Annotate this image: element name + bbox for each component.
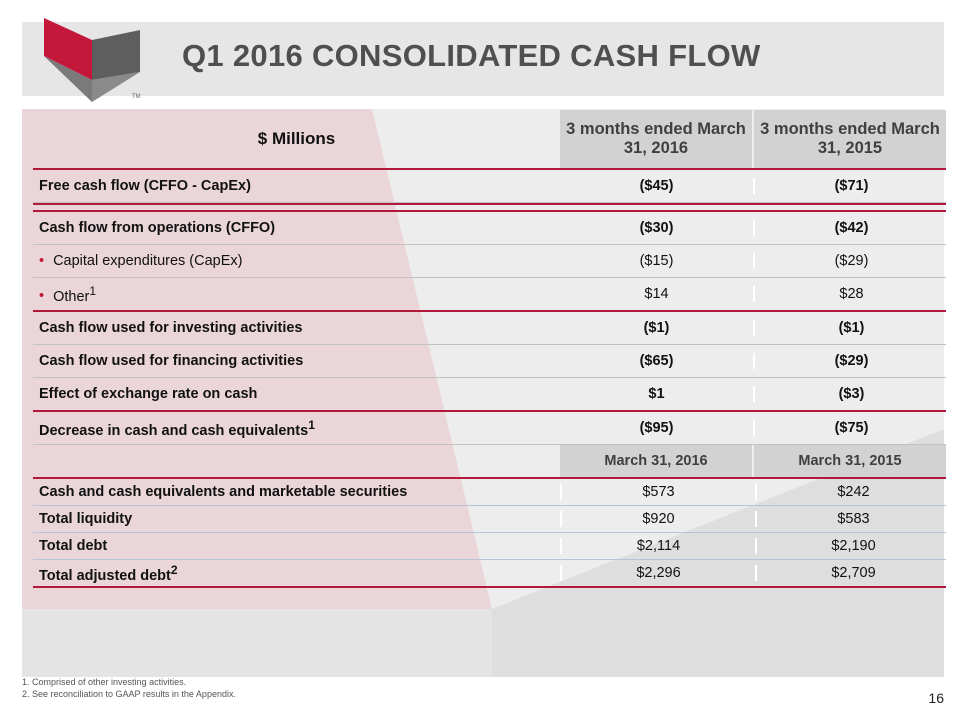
row-label-text: Other <box>53 288 90 305</box>
trademark-mark: TM <box>132 94 141 100</box>
value-2015: ($3) <box>753 386 948 402</box>
row-label: Cash and cash equivalents and marketable… <box>39 484 408 500</box>
double-rule <box>33 203 946 212</box>
value-2016: ($65) <box>639 353 674 369</box>
value-2016: $2,114 <box>560 538 755 554</box>
footnote-ref: 1 <box>308 417 315 432</box>
row-label: Free cash flow (CFFO - CapEx) <box>39 178 251 194</box>
header-band <box>22 22 944 96</box>
footnote-2: 2. See reconciliation to GAAP results in… <box>22 689 236 699</box>
table-row: Cash flow used for financing activities … <box>33 345 946 378</box>
value-2016: ($45) <box>639 178 674 194</box>
table-row: • Other1 $14 $28 <box>33 278 946 312</box>
value-2015: $2,709 <box>755 565 950 581</box>
row-label: Cash flow used for investing activities <box>39 320 303 336</box>
background-decoration <box>22 109 944 677</box>
value-2015: $242 <box>755 484 950 500</box>
table-row: Cash flow used for investing activities … <box>33 312 946 345</box>
date-header-2016: March 31, 2016 <box>560 445 752 477</box>
table-row: • Capital expenditures (CapEx) ($15) ($29… <box>33 245 946 278</box>
value-2015: ($1) <box>753 320 948 336</box>
table-row: Total adjusted debt2 $2,296 $2,709 <box>33 560 946 588</box>
column-header-2015: 3 months ended March 31, 2015 <box>754 110 946 168</box>
row-label-text: Total adjusted debt <box>39 567 171 584</box>
row-label: Cash flow from operations (CFFO) <box>39 220 276 236</box>
table-row: Effect of exchange rate on cash $1 ($3) <box>33 378 946 412</box>
cash-flow-table: $ Millions 3 months ended March 31, 2016… <box>33 110 946 588</box>
value-2016: ($95) <box>639 420 674 436</box>
page-title: Q1 2016 CONSOLIDATED CASH FLOW <box>182 38 761 73</box>
row-label: Total adjusted debt2 <box>33 563 560 584</box>
date-header-2015: March 31, 2015 <box>754 445 946 477</box>
footnote-ref: 2 <box>170 562 178 577</box>
row-label-text: Capital expenditures (CapEx) <box>53 253 243 269</box>
table-row: Total debt $2,114 $2,190 <box>33 533 946 560</box>
row-label: • Capital expenditures (CapEx) <box>33 253 560 269</box>
value-2015: ($29) <box>753 253 948 269</box>
balance-date-header: March 31, 2016 March 31, 2015 <box>33 445 946 479</box>
value-2016: $573 <box>560 484 755 500</box>
value-2015: ($42) <box>753 220 948 236</box>
row-label: • Other1 <box>33 284 560 305</box>
row-label: Effect of exchange rate on cash <box>39 386 258 402</box>
row-label-text: Decrease in cash and cash equivalents <box>39 422 309 439</box>
value-2016: ($15) <box>639 253 674 269</box>
row-label: Total liquidity <box>39 511 133 527</box>
value-2016: $2,296 <box>560 565 755 581</box>
value-2015: ($75) <box>753 420 948 436</box>
bullet-icon: • <box>39 288 45 305</box>
table-row: Cash and cash equivalents and marketable… <box>33 479 946 506</box>
value-2016: $1 <box>648 386 665 402</box>
footnote-1: 1. Comprised of other investing activiti… <box>22 677 187 687</box>
table-row: Decrease in cash and cash equivalents1 (… <box>33 412 946 445</box>
company-logo: TM <box>44 18 141 102</box>
value-2015: $583 <box>755 511 950 527</box>
column-header-2016: 3 months ended March 31, 2016 <box>560 110 752 168</box>
table-row: Total liquidity $920 $583 <box>33 506 946 533</box>
units-header: $ Millions <box>257 129 336 148</box>
row-label: Decrease in cash and cash equivalents1 <box>33 418 560 439</box>
value-2016: $14 <box>644 286 669 302</box>
row-label: Cash flow used for financing activities <box>39 353 304 369</box>
value-2015: $2,190 <box>755 538 950 554</box>
footnotes: 1. Comprised of other investing activiti… <box>22 676 236 700</box>
page-number: 16 <box>928 690 944 706</box>
value-2015: $28 <box>753 286 948 302</box>
table-row: Cash flow from operations (CFFO) ($30) (… <box>33 212 946 245</box>
bullet-icon: • <box>39 253 45 269</box>
value-2015: ($29) <box>753 353 948 369</box>
value-2015: ($71) <box>753 178 948 194</box>
value-2016: ($1) <box>643 320 670 336</box>
value-2016: $920 <box>560 511 755 527</box>
table-header: $ Millions 3 months ended March 31, 2016… <box>33 110 946 168</box>
value-2016: ($30) <box>639 220 674 236</box>
footnote-ref: 1 <box>89 283 97 298</box>
table-row: Free cash flow (CFFO - CapEx) ($45) ($71… <box>33 168 946 203</box>
row-label: Total debt <box>39 538 108 554</box>
